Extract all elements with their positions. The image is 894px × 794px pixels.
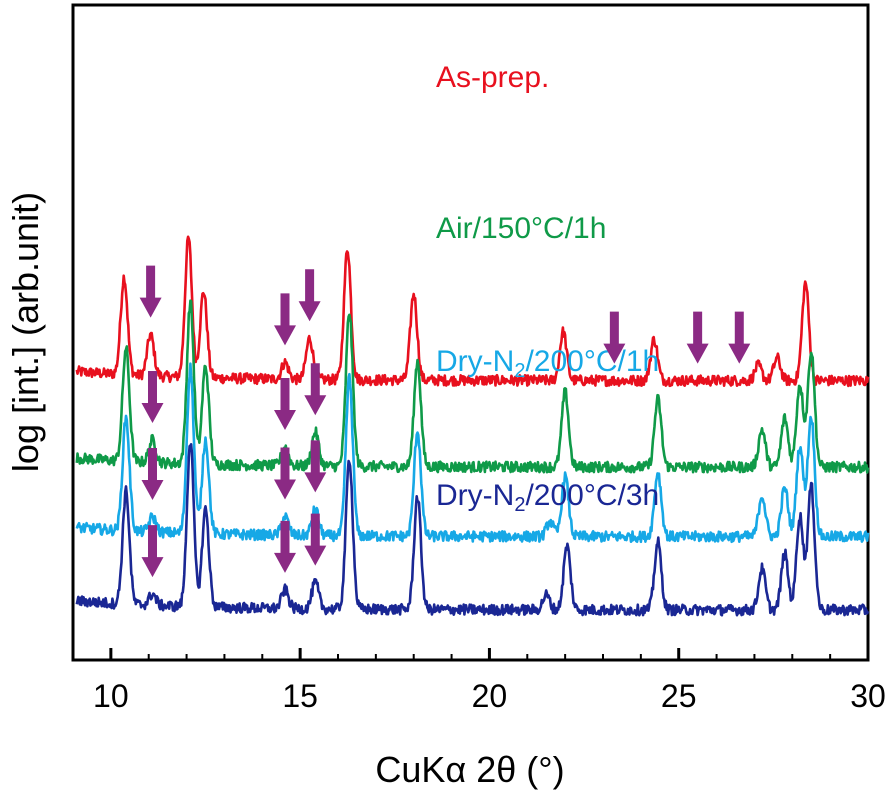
x-tick-label: 20 (472, 678, 508, 714)
peak-arrow-icon (304, 440, 327, 493)
x-tick-label: 30 (850, 678, 886, 714)
x-axis: 10 15 20 25 30 (72, 648, 886, 714)
peak-arrow-icon (728, 311, 751, 364)
peak-arrow-icon (139, 265, 162, 318)
peak-arrow-icon (141, 370, 164, 423)
peak-arrow-icon (141, 525, 164, 578)
peak-arrow-icon (274, 377, 296, 430)
peak-arrow-icon (274, 520, 296, 573)
series-line-dry3h (75, 443, 870, 617)
peak-arrow-icon (274, 293, 296, 346)
series-label-dry3h: Dry-N2/200°C/3h (436, 479, 659, 516)
peak-arrow-icon (298, 269, 321, 322)
y-axis-title: log [int.] (arb.unit) (5, 192, 46, 472)
series-line-as_prep (75, 235, 870, 388)
series-label-air: Air/150°C/1h (436, 212, 606, 245)
peak-arrows (139, 265, 751, 578)
peak-arrow-icon (274, 447, 296, 500)
series-line-air (75, 299, 870, 474)
peak-arrow-icon (141, 448, 164, 501)
peak-arrow-icon (304, 363, 327, 416)
x-tick-label: 15 (282, 678, 318, 714)
x-axis-title: CuKα 2θ (°) (375, 749, 564, 790)
peak-arrow-icon (304, 513, 327, 566)
x-tick-label: 10 (93, 678, 129, 714)
series-label-as_prep: As-prep. (436, 61, 549, 94)
series-labels: As-prep. Air/150°C/1h Dry-N2/200°C/1h Dry-N… (436, 61, 659, 516)
plot-frame (71, 3, 870, 662)
series-label-dry1h: Dry-N2/200°C/1h (436, 345, 659, 382)
plot-area (75, 235, 870, 617)
peak-arrow-icon (686, 311, 709, 364)
peak-arrow-icon (603, 311, 626, 364)
series-line-dry1h (75, 362, 870, 544)
x-tick-label: 25 (661, 678, 697, 714)
